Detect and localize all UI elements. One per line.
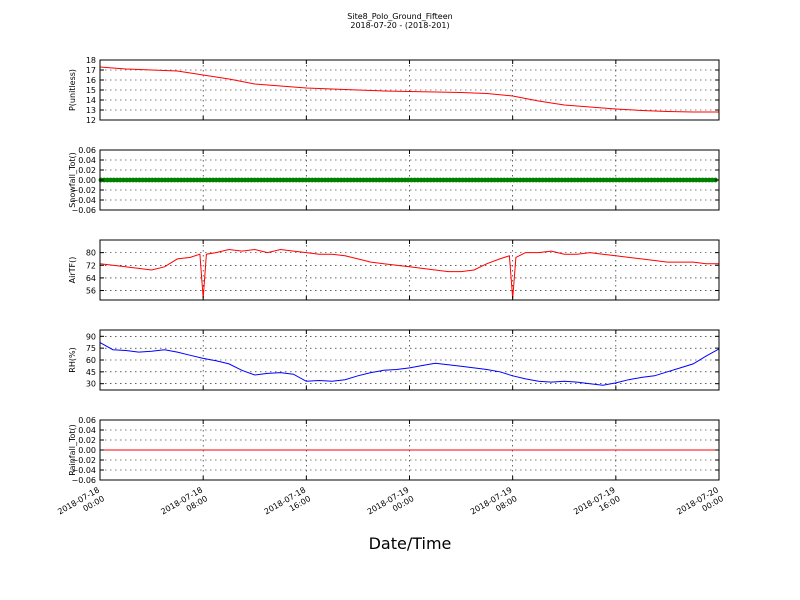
y-tick-label: 0.04 (78, 426, 96, 435)
y-axis-label: Snowfall_Tot() (68, 152, 77, 208)
y-tick-label: 14 (86, 96, 96, 105)
y-tick-label: −0.04 (71, 466, 96, 475)
y-tick-label: 0.00 (78, 176, 96, 185)
panel-2: −0.06−0.04−0.020.000.020.040.06Snowfall_… (68, 146, 720, 215)
x-axis-label: Date/Time (368, 534, 452, 553)
y-axis-label: AirTF() (68, 257, 77, 284)
y-tick-label: 15 (86, 86, 96, 95)
series-line (99, 342, 720, 386)
y-tick-label: 0.00 (78, 446, 96, 455)
y-axis-label: P(unitless) (68, 69, 77, 111)
y-tick-label: 75 (86, 344, 96, 353)
y-tick-label: 18 (86, 56, 96, 65)
y-tick-label: 56 (86, 287, 96, 296)
y-tick-label: 12 (86, 116, 96, 125)
y-tick-label: 0.02 (78, 436, 96, 445)
y-tick-label: 64 (86, 274, 96, 283)
y-tick-label: −0.04 (71, 196, 96, 205)
y-tick-label: 0.04 (78, 156, 96, 165)
y-tick-label: 13 (86, 106, 96, 115)
y-tick-label: 30 (86, 380, 96, 389)
y-tick-label: 72 (86, 261, 96, 270)
y-axis-label: RH(%) (68, 347, 77, 372)
y-tick-label: −0.06 (71, 476, 96, 485)
y-tick-label: 45 (86, 368, 96, 377)
y-tick-label: 80 (86, 249, 96, 258)
y-axis-label: Rainfall_Tot() (68, 424, 77, 476)
y-tick-label: 60 (86, 356, 96, 365)
panel-4: 30 45 60 75 90 RH(%) (68, 329, 720, 391)
y-tick-label: 0.02 (78, 166, 96, 175)
chart-subtitle: 2018-07-20 - (2018-201) (350, 21, 450, 30)
y-tick-label: 17 (86, 66, 96, 75)
panel-3: 56 64 72 80 AirTF() (68, 239, 720, 301)
series-line (99, 66, 719, 113)
y-tick-label: −0.02 (71, 456, 96, 465)
y-tick-label: −0.06 (71, 206, 96, 215)
y-tick-label: 0.06 (78, 416, 96, 425)
y-tick-label: 90 (86, 332, 96, 341)
chart-title: Site8_Polo_Ground_Fifteen (347, 12, 453, 21)
panel-5: −0.06−0.04−0.020.000.020.040.06Rainfall_… (68, 416, 720, 485)
y-tick-label: 0.06 (78, 146, 96, 155)
y-tick-label: −0.02 (71, 186, 96, 195)
y-tick-label: 16 (86, 76, 96, 85)
series-line (99, 248, 719, 299)
